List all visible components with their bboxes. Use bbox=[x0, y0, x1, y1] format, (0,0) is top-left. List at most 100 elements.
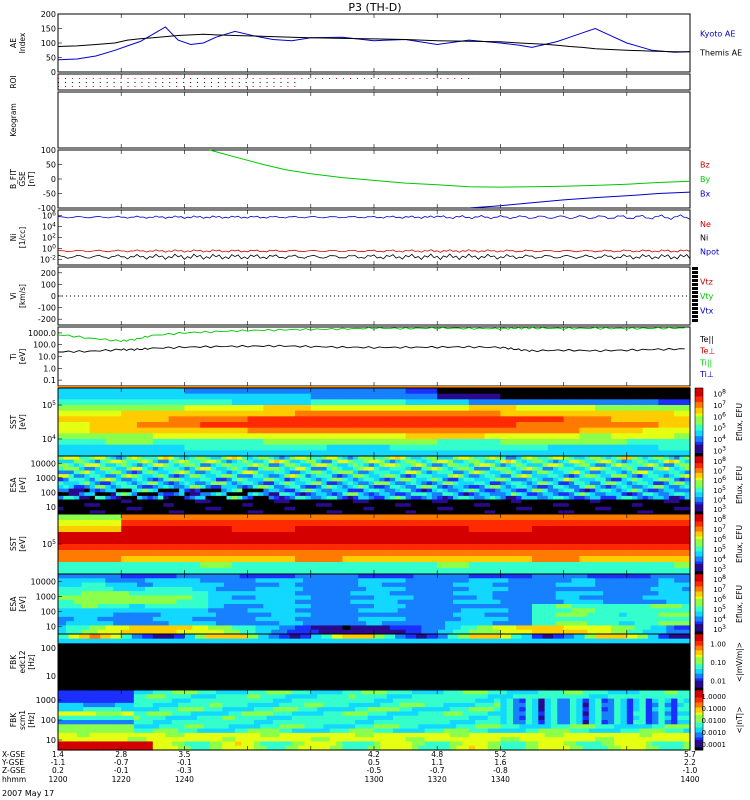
heat-cell bbox=[679, 499, 686, 504]
heat-cell bbox=[684, 456, 691, 461]
heat-cell bbox=[479, 456, 486, 461]
heat-cell bbox=[347, 506, 354, 511]
heat-cell bbox=[674, 506, 681, 511]
heat-cell bbox=[447, 485, 454, 490]
heat-cell bbox=[453, 405, 470, 412]
heat-cell bbox=[626, 604, 636, 609]
heat-cell bbox=[152, 416, 170, 423]
heat-cell bbox=[458, 510, 465, 515]
heat-cell bbox=[237, 495, 243, 501]
heat-cell bbox=[152, 621, 162, 627]
heat-cell bbox=[176, 625, 185, 631]
heat-cell bbox=[589, 481, 596, 486]
heat-cell bbox=[200, 612, 209, 618]
roi-mark bbox=[280, 78, 282, 79]
heat-cell bbox=[484, 591, 494, 597]
heat-cell bbox=[221, 477, 228, 482]
heat-cell bbox=[642, 393, 659, 400]
colorbar-cell bbox=[695, 390, 703, 395]
heat-cell bbox=[189, 459, 196, 464]
heat-cell bbox=[524, 629, 533, 635]
heat-cell bbox=[384, 492, 391, 497]
heat-cell bbox=[326, 568, 343, 575]
heat-cell bbox=[318, 574, 328, 579]
heat-cell bbox=[258, 495, 264, 501]
heat-cell bbox=[73, 399, 91, 406]
heat-cell bbox=[300, 463, 307, 468]
heat-cell bbox=[611, 582, 620, 588]
heat-cell bbox=[397, 604, 407, 609]
heat-cell bbox=[563, 466, 570, 472]
heat-cell bbox=[216, 520, 233, 527]
heat-cell bbox=[226, 456, 233, 461]
heat-cell bbox=[468, 488, 475, 493]
heat-cell bbox=[500, 616, 509, 622]
roi-mark bbox=[252, 78, 254, 79]
roi-mark bbox=[391, 78, 393, 79]
heat-cell bbox=[168, 393, 185, 400]
heat-cell bbox=[295, 410, 312, 417]
heat-cell bbox=[200, 492, 207, 497]
heat-cell bbox=[358, 405, 375, 412]
heat-cell bbox=[526, 492, 533, 497]
heat-cell bbox=[287, 608, 296, 614]
heat-cell bbox=[305, 488, 312, 493]
flag-mark bbox=[692, 271, 698, 274]
heat-cell bbox=[363, 474, 370, 479]
heat-cell bbox=[521, 492, 528, 497]
heat-cell bbox=[595, 416, 612, 423]
heat-cell bbox=[58, 578, 67, 584]
heat-cell bbox=[642, 608, 652, 614]
roi-mark bbox=[224, 78, 226, 79]
heat-cell bbox=[405, 470, 412, 475]
heat-cell bbox=[105, 599, 114, 605]
heat-cell bbox=[184, 638, 196, 644]
heat-cell bbox=[595, 578, 604, 584]
heat-cell bbox=[405, 503, 412, 508]
heat-cell bbox=[58, 405, 75, 412]
heat-cell bbox=[653, 503, 659, 508]
heat-cell bbox=[226, 676, 238, 682]
heat-cell bbox=[532, 427, 549, 434]
heat-cell bbox=[273, 459, 280, 464]
heat-cell bbox=[321, 459, 328, 464]
heat-cell bbox=[316, 488, 322, 493]
heat-cell bbox=[237, 477, 243, 482]
heat-cell bbox=[395, 506, 401, 511]
heat-cell bbox=[263, 599, 272, 605]
heat-cell bbox=[458, 463, 465, 468]
heat-cell bbox=[289, 666, 301, 672]
heat-cell bbox=[460, 586, 470, 592]
heat-cell bbox=[121, 612, 130, 618]
heat-cell bbox=[500, 488, 507, 493]
heat-cell bbox=[326, 506, 333, 511]
heat-cell bbox=[247, 638, 259, 644]
heat-cell bbox=[258, 657, 270, 663]
heat-cell bbox=[558, 474, 565, 479]
heat-cell bbox=[216, 591, 225, 597]
heat-cell bbox=[421, 629, 430, 635]
heat-cell bbox=[532, 629, 541, 635]
heat-cell bbox=[331, 676, 343, 682]
heat-cell bbox=[289, 510, 296, 515]
heat-cell bbox=[663, 470, 670, 475]
heat-cell bbox=[131, 503, 138, 508]
heat-cell bbox=[295, 578, 304, 584]
heat-cell bbox=[437, 474, 444, 479]
heat-cell bbox=[152, 422, 170, 429]
heat-cell bbox=[331, 648, 343, 654]
heat-cell bbox=[200, 405, 217, 412]
heat-cell bbox=[374, 568, 391, 575]
heat-cell bbox=[611, 470, 617, 475]
heat-cell bbox=[89, 574, 99, 579]
heat-cell bbox=[179, 459, 185, 464]
heat-cell bbox=[131, 506, 138, 511]
heat-cell bbox=[484, 526, 501, 533]
heat-cell bbox=[184, 550, 201, 557]
heat-cell bbox=[216, 556, 233, 563]
roi-mark bbox=[78, 78, 80, 79]
heat-cell bbox=[58, 599, 67, 605]
heat-cell bbox=[310, 503, 317, 508]
heat-cell bbox=[568, 499, 575, 504]
heat-cell bbox=[381, 586, 391, 592]
